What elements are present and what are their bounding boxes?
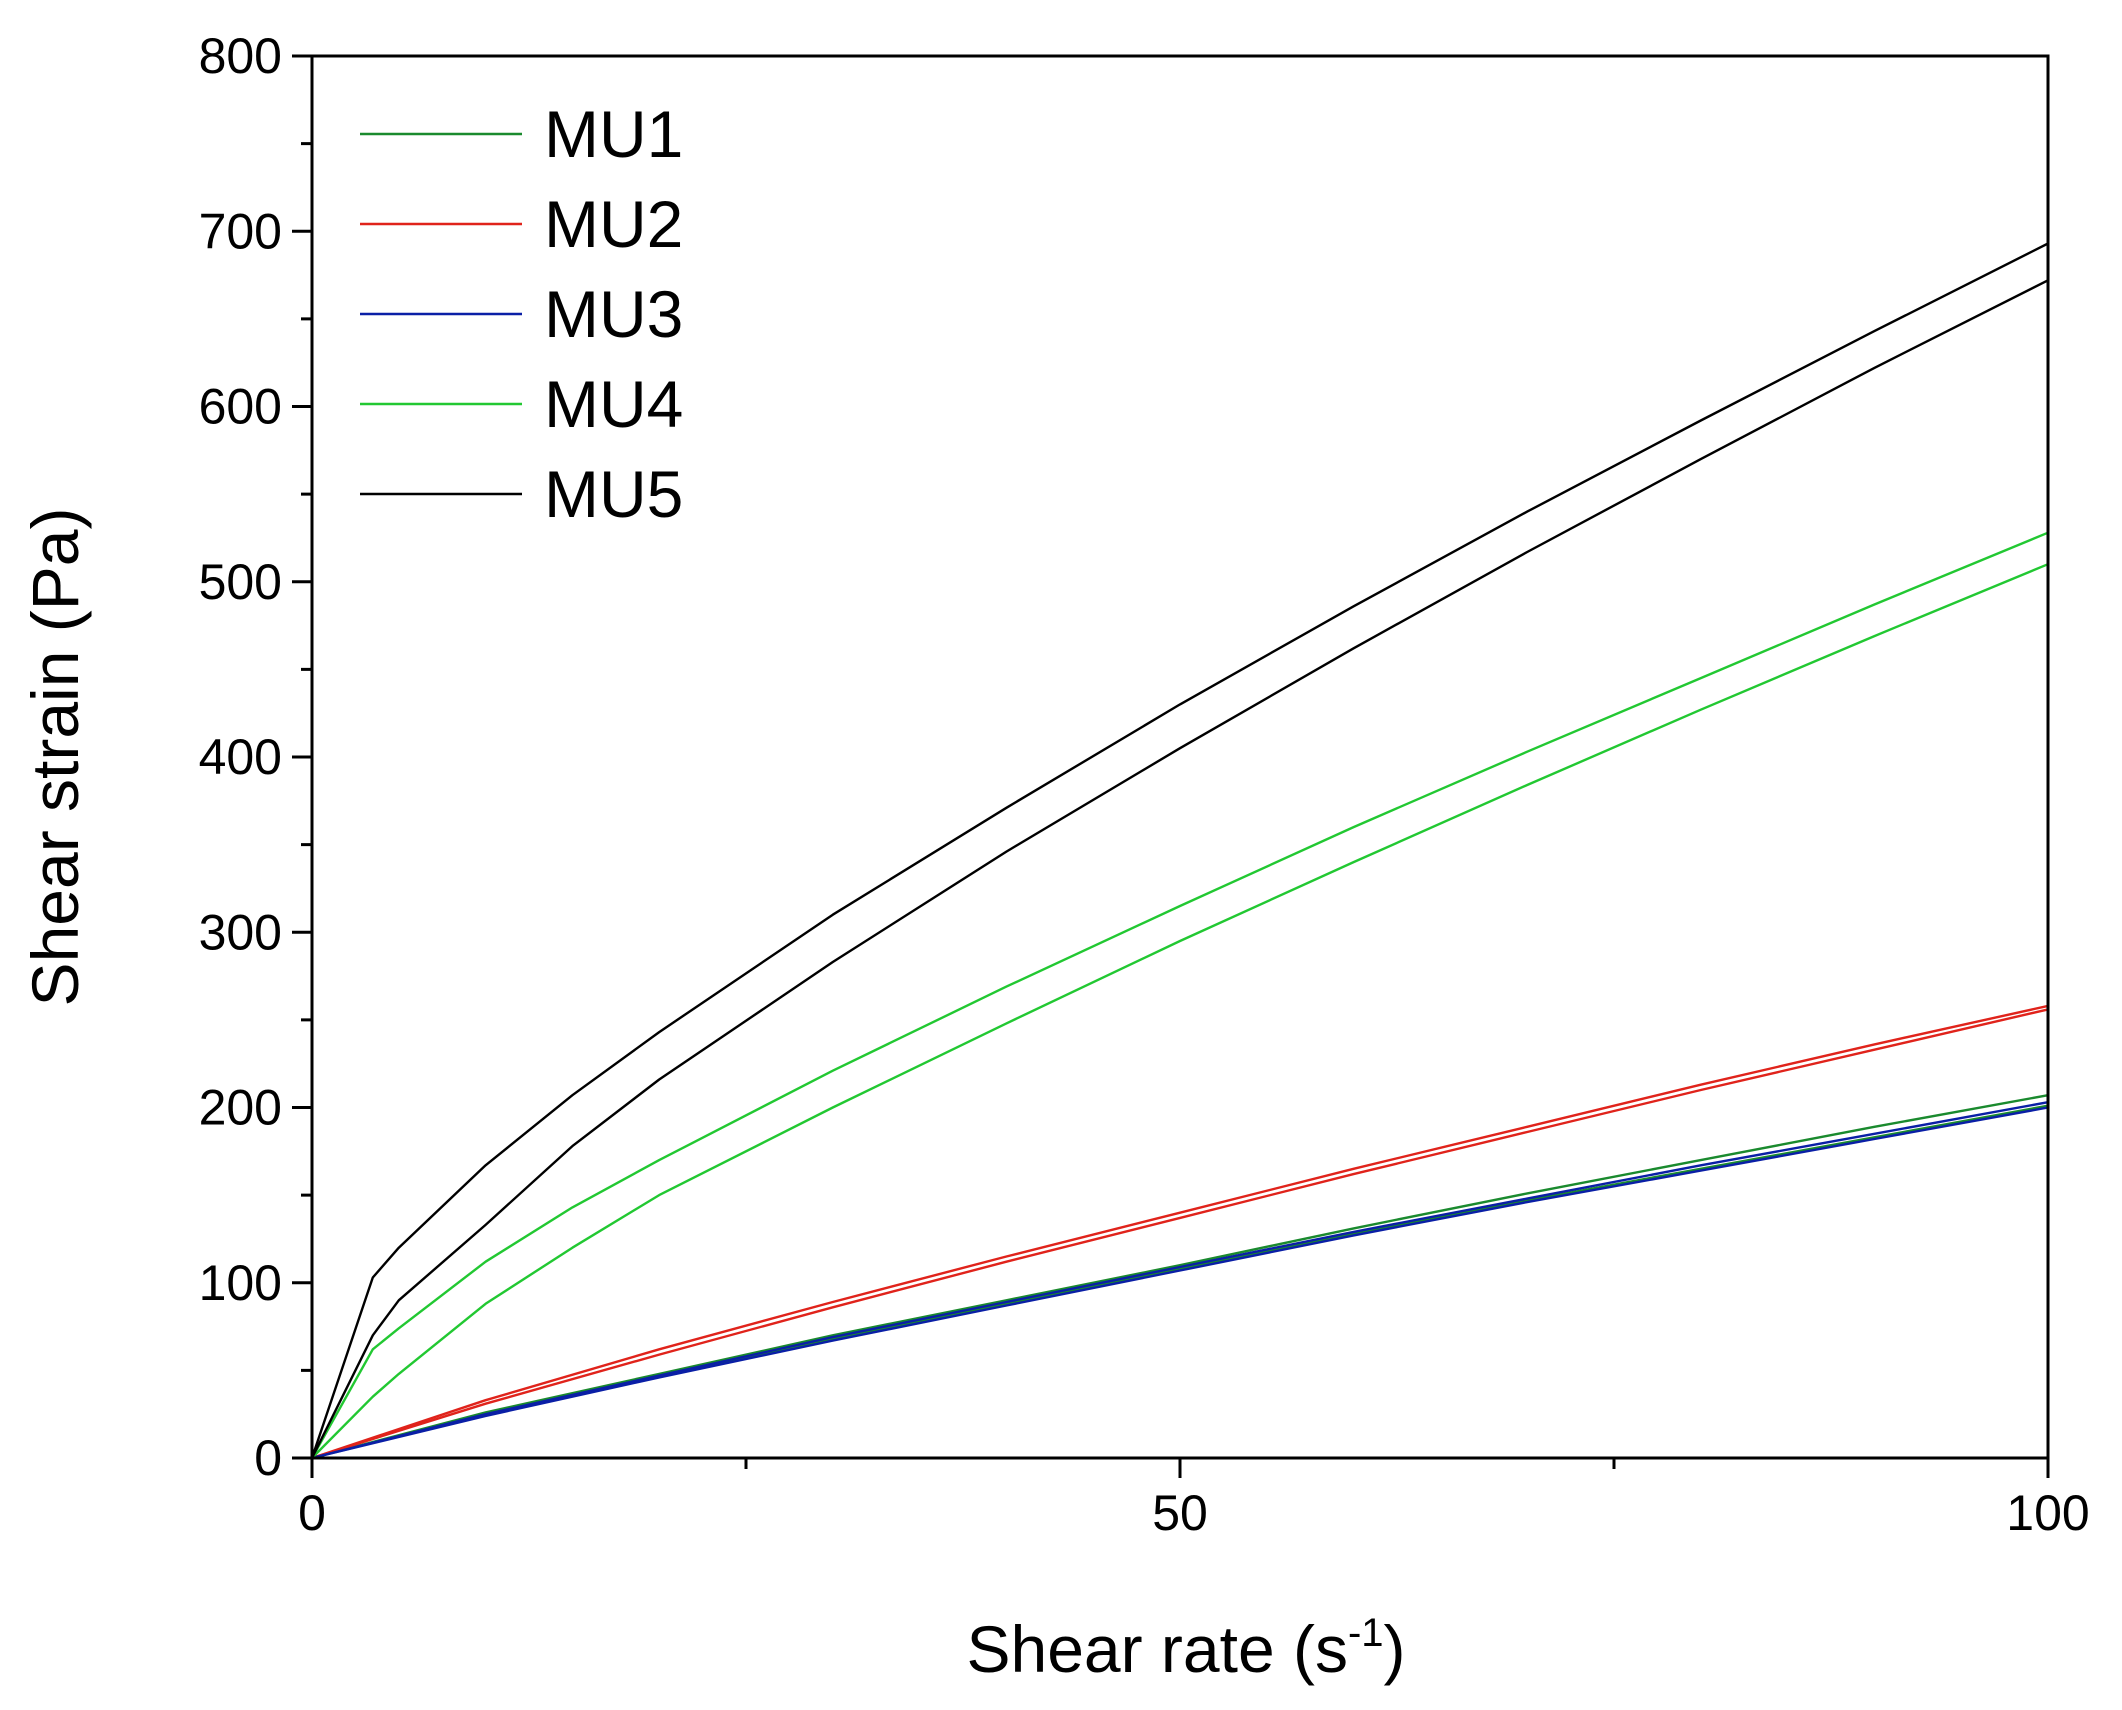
series-layer <box>310 242 2050 1460</box>
x-axis-title-text: Shear rate (s <box>966 1612 1348 1686</box>
legend-item-mu3: MU3 <box>360 277 683 351</box>
legend-label: MU3 <box>544 277 683 351</box>
y-tick-label: 200 <box>199 1080 282 1136</box>
series-mu3 <box>310 1100 2050 1460</box>
legend-item-mu1: MU1 <box>360 97 683 171</box>
legend: MU1 MU2 MU3 MU4 MU5 <box>360 97 683 531</box>
legend-item-mu2: MU2 <box>360 187 683 261</box>
y-tick-label: 800 <box>199 28 282 84</box>
y-tick-label: 400 <box>199 729 282 785</box>
y-tick-label: 300 <box>199 904 282 960</box>
series-line-mu3 <box>310 1100 2050 1460</box>
legend-label: MU1 <box>544 97 683 171</box>
legend-label: MU5 <box>544 457 683 531</box>
x-tick-label: 50 <box>1152 1485 1208 1541</box>
x-axis-title-superscript: -1 <box>1348 1611 1384 1655</box>
y-tick-label: 100 <box>199 1255 282 1311</box>
series-line-mu5 <box>310 279 2050 1460</box>
y-tick-label: 500 <box>199 554 282 610</box>
legend-label: MU2 <box>544 187 683 261</box>
series-mu5 <box>310 242 2050 1460</box>
x-axis-title: Shear rate (s-1) <box>966 1611 1405 1686</box>
series-line-mu2 <box>310 1008 2050 1460</box>
ticks-layer: 0 100 200 300 400 500 600 700 800 0 50 100 <box>199 28 2090 1541</box>
series-line-mu4 <box>310 531 2050 1460</box>
legend-item-mu5: MU5 <box>360 457 683 531</box>
series-line-mu1 <box>310 1093 2050 1460</box>
series-line-mu2 <box>310 1004 2050 1460</box>
series-line-mu3 <box>310 1106 2050 1460</box>
y-axis-title: Shear strain (Pa) <box>18 508 92 1007</box>
series-mu2 <box>310 1004 2050 1460</box>
legend-label: MU4 <box>544 367 683 441</box>
legend-item-mu4: MU4 <box>360 367 683 441</box>
x-tick-label: 100 <box>2006 1485 2089 1541</box>
x-axis-title-close: ) <box>1384 1612 1406 1686</box>
y-tick-label: 0 <box>254 1430 282 1486</box>
series-mu4 <box>310 531 2050 1460</box>
y-tick-label: 700 <box>199 203 282 259</box>
series-line-mu4 <box>310 563 2050 1460</box>
x-tick-label: 0 <box>298 1485 326 1541</box>
y-tick-label: 600 <box>199 379 282 435</box>
series-line-mu5 <box>310 242 2050 1460</box>
